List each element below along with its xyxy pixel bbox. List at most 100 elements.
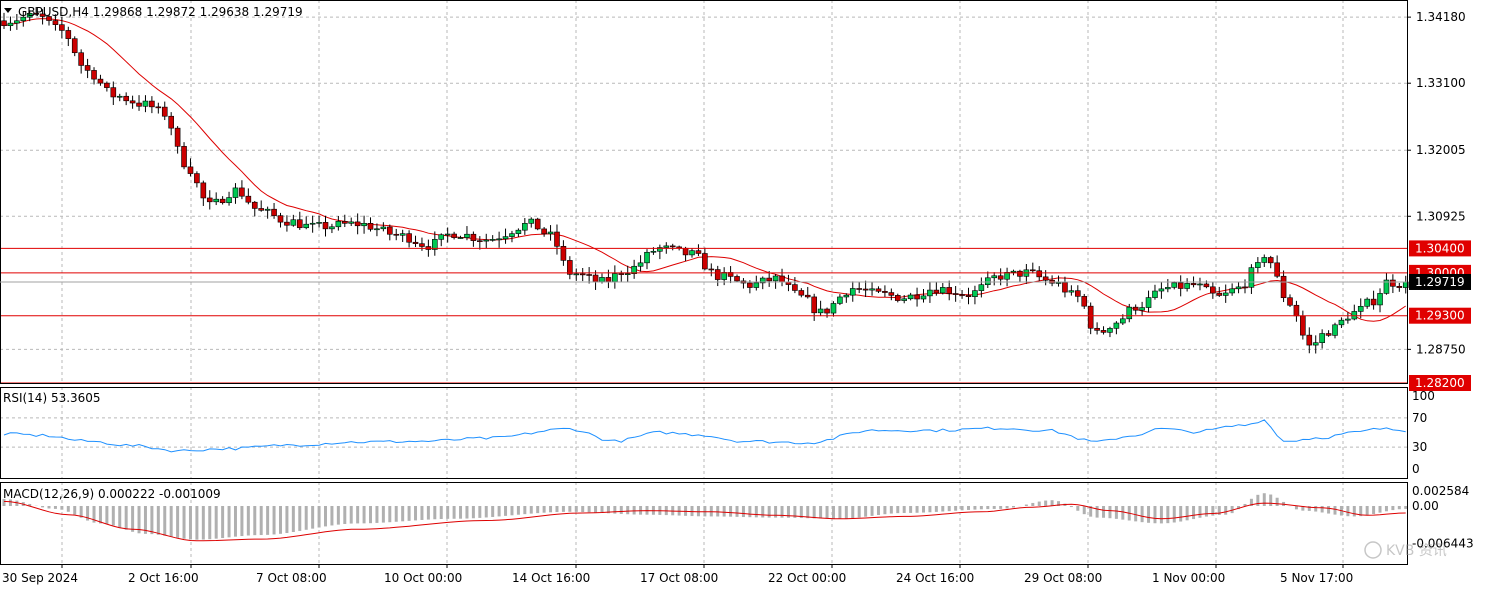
candle[interactable]: [438, 233, 445, 247]
candle[interactable]: [1274, 255, 1280, 279]
candle[interactable]: [1319, 329, 1325, 349]
candle[interactable]: [1306, 327, 1313, 354]
candle[interactable]: [1081, 293, 1088, 309]
candle[interactable]: [251, 200, 258, 217]
candle[interactable]: [1312, 335, 1319, 354]
candle[interactable]: [965, 287, 972, 305]
candle[interactable]: [772, 274, 779, 289]
candle[interactable]: [888, 288, 895, 301]
candle[interactable]: [901, 295, 908, 304]
dropdown-triangle-icon[interactable]: [4, 8, 12, 13]
candle[interactable]: [258, 200, 265, 212]
candle[interactable]: [374, 223, 380, 237]
candle[interactable]: [837, 294, 843, 306]
candle[interactable]: [444, 227, 451, 243]
candle[interactable]: [322, 215, 329, 237]
candle[interactable]: [1197, 277, 1203, 291]
candle[interactable]: [110, 81, 117, 105]
candle[interactable]: [695, 244, 702, 256]
candle[interactable]: [1261, 254, 1268, 267]
candle[interactable]: [226, 191, 232, 206]
candle[interactable]: [669, 243, 676, 251]
candle[interactable]: [341, 214, 348, 228]
candle[interactable]: [464, 226, 470, 241]
candle[interactable]: [708, 263, 715, 277]
candle[interactable]: [245, 188, 252, 205]
candle[interactable]: [1210, 281, 1216, 299]
candle[interactable]: [714, 265, 721, 287]
candle[interactable]: [972, 285, 978, 305]
candle[interactable]: [644, 249, 650, 270]
candle[interactable]: [296, 211, 303, 230]
candle[interactable]: [1338, 317, 1345, 329]
candle[interactable]: [554, 224, 560, 255]
candle[interactable]: [811, 293, 817, 321]
candle[interactable]: [875, 286, 882, 294]
candle[interactable]: [174, 126, 181, 154]
candle[interactable]: [91, 67, 97, 85]
candle[interactable]: [232, 183, 239, 204]
candle[interactable]: [991, 272, 998, 286]
candle[interactable]: [1216, 286, 1223, 298]
candle[interactable]: [1107, 326, 1113, 338]
candle[interactable]: [1248, 264, 1255, 294]
candle[interactable]: [920, 288, 927, 303]
candle[interactable]: [1094, 322, 1100, 335]
candle[interactable]: [927, 282, 933, 303]
candle[interactable]: [734, 274, 740, 283]
candle[interactable]: [522, 218, 528, 235]
candle[interactable]: [984, 271, 991, 289]
candle[interactable]: [862, 280, 869, 297]
candle[interactable]: [104, 81, 110, 92]
candle[interactable]: [766, 271, 772, 287]
candle[interactable]: [412, 235, 419, 248]
candle[interactable]: [509, 230, 515, 243]
candle[interactable]: [1075, 285, 1081, 303]
candle[interactable]: [97, 74, 104, 86]
candle[interactable]: [952, 286, 959, 302]
candle[interactable]: [689, 248, 695, 258]
candle[interactable]: [528, 217, 535, 228]
candle[interactable]: [1087, 302, 1094, 335]
candle[interactable]: [457, 235, 464, 239]
candle[interactable]: [1377, 288, 1383, 313]
candle[interactable]: [939, 283, 946, 295]
candle[interactable]: [264, 206, 271, 219]
candle[interactable]: [7, 16, 14, 31]
candle[interactable]: [26, 10, 33, 22]
candle[interactable]: [804, 286, 811, 299]
candle[interactable]: [84, 58, 91, 79]
candle[interactable]: [1364, 297, 1370, 309]
candle[interactable]: [1235, 281, 1242, 294]
candle[interactable]: [309, 215, 316, 233]
candle[interactable]: [59, 16, 65, 39]
candle[interactable]: [200, 180, 207, 206]
candle[interactable]: [817, 300, 824, 317]
candle[interactable]: [933, 281, 940, 296]
candle[interactable]: [219, 196, 226, 205]
candle[interactable]: [432, 231, 438, 256]
candle[interactable]: [1132, 304, 1139, 315]
candle[interactable]: [149, 96, 155, 114]
candle[interactable]: [1036, 266, 1043, 281]
candle[interactable]: [1390, 274, 1396, 294]
candle[interactable]: [284, 215, 290, 232]
candle[interactable]: [206, 190, 213, 210]
candle[interactable]: [637, 255, 644, 272]
candle[interactable]: [1383, 272, 1390, 295]
candle[interactable]: [1396, 282, 1403, 292]
candle[interactable]: [541, 227, 547, 237]
candle[interactable]: [406, 230, 412, 248]
candle[interactable]: [46, 14, 52, 26]
candle[interactable]: [52, 14, 59, 31]
candle[interactable]: [959, 289, 965, 299]
candle[interactable]: [1126, 303, 1133, 323]
candle[interactable]: [759, 276, 766, 290]
candle[interactable]: [624, 265, 631, 282]
candle[interactable]: [1267, 255, 1274, 269]
candle[interactable]: [348, 217, 355, 227]
candle[interactable]: [502, 228, 509, 244]
candle[interactable]: [1152, 284, 1158, 300]
candle[interactable]: [483, 233, 490, 249]
